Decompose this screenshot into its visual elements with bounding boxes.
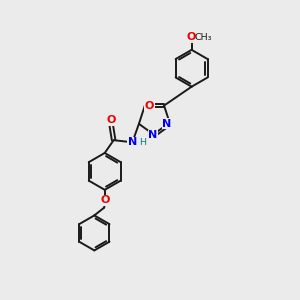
Text: O: O — [187, 32, 196, 42]
Text: CH₃: CH₃ — [194, 33, 212, 42]
Text: O: O — [145, 100, 154, 111]
Text: N: N — [162, 119, 172, 129]
Text: H: H — [139, 138, 146, 147]
Text: N: N — [148, 130, 158, 140]
Text: O: O — [100, 195, 110, 205]
Text: N: N — [128, 137, 137, 147]
Text: O: O — [106, 115, 116, 125]
